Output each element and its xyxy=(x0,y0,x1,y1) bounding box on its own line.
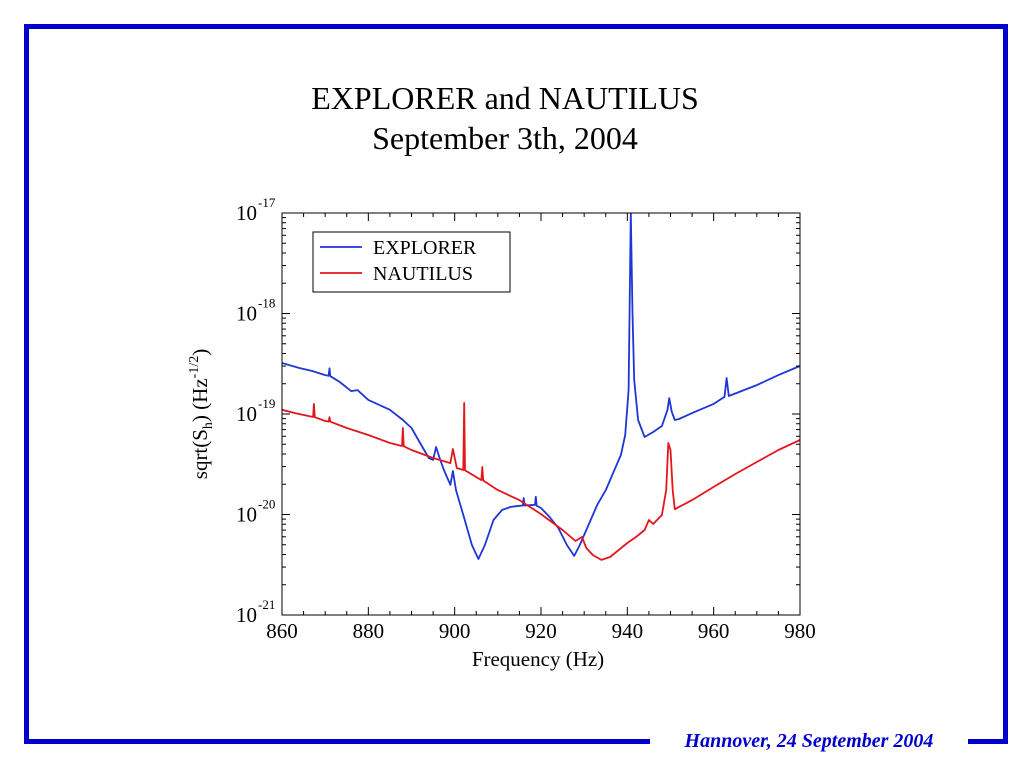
y-tick-label-exponent: -20 xyxy=(258,497,275,512)
y-tick-label-base: 10 xyxy=(236,503,257,527)
legend-box xyxy=(312,231,511,293)
y-tick-label-base: 10 xyxy=(236,302,257,326)
x-tick-label: 900 xyxy=(439,619,471,643)
y-tick-label: 10 -19 xyxy=(236,396,275,426)
y-tick-label-exponent: -19 xyxy=(258,396,275,411)
y-tick-label-base: 10 xyxy=(236,603,257,627)
x-tick-label: 880 xyxy=(353,619,385,643)
y-tick-label: 10 -20 xyxy=(236,497,275,527)
legend-label-explorer: EXPLORER xyxy=(373,237,477,259)
x-tick-label: 920 xyxy=(525,619,557,643)
tick-layer xyxy=(281,212,801,616)
y-tick-label-exponent: -21 xyxy=(258,597,275,612)
y-axis-label-superscript: -1/2 xyxy=(187,356,202,379)
x-tick-label: 980 xyxy=(784,619,816,643)
x-tick-label: 940 xyxy=(612,619,644,643)
slide-title-line1: EXPLORER and NAUTILUS xyxy=(311,80,699,116)
series-line-nautilus xyxy=(282,401,800,561)
x-axis-label: Frequency (Hz) xyxy=(472,647,604,671)
y-tick-label-exponent: -18 xyxy=(258,296,275,311)
y-axis-label-unit: ) (Hz xyxy=(188,378,212,422)
y-tick-label: 10 -17 xyxy=(236,195,276,225)
legend: EXPLORER NAUTILUS xyxy=(312,231,511,293)
x-tick-label: 960 xyxy=(698,619,730,643)
y-axis-label: sqrt(Sh) (Hz-1/2) xyxy=(187,349,216,479)
footer-date: Hannover, 24 September 2004 xyxy=(650,727,968,755)
plot-frame xyxy=(281,212,801,616)
y-axis-label-subscript: h xyxy=(201,422,216,429)
series-layer xyxy=(282,213,800,561)
y-tick-label: 10 -21 xyxy=(236,597,275,627)
slide-title: EXPLORER and NAUTILUS September 3th, 200… xyxy=(0,78,1010,158)
slide-title-line2: September 3th, 2004 xyxy=(372,120,638,156)
y-tick-label-exponent: -17 xyxy=(258,195,276,210)
y-tick-label-base: 10 xyxy=(236,201,257,225)
y-tick-label: 10 -18 xyxy=(236,296,275,326)
slide-frame xyxy=(24,24,1008,744)
x-tick-label: 860 xyxy=(266,619,298,643)
y-axis-label-close: ) xyxy=(188,349,212,356)
series-line-explorer xyxy=(282,213,800,560)
y-axis-label-main: sqrt(S xyxy=(188,429,212,479)
y-tick-label-base: 10 xyxy=(236,402,257,426)
legend-label-nautilus: NAUTILUS xyxy=(373,263,473,285)
